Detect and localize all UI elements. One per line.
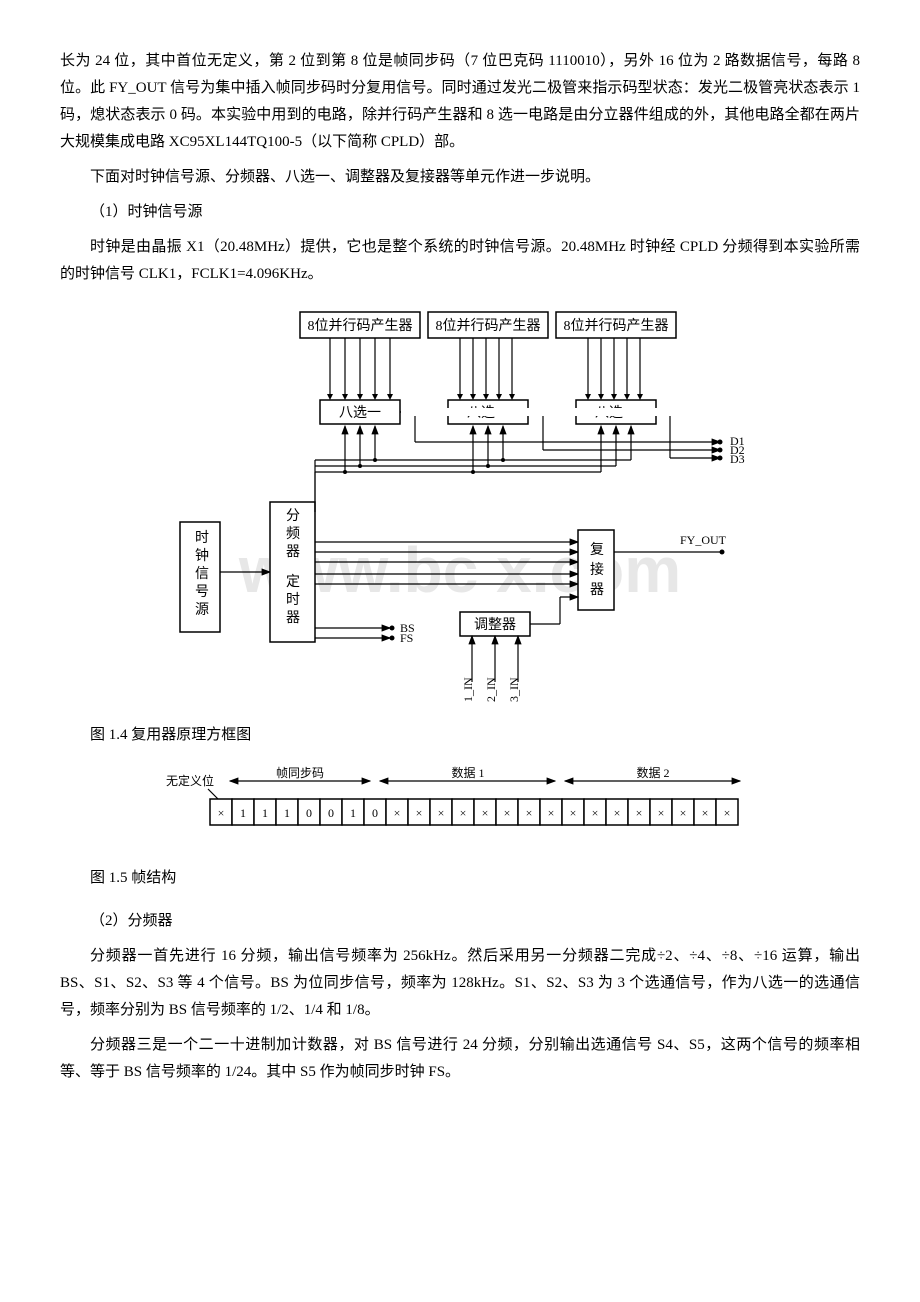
svg-text:0: 0 xyxy=(328,806,334,820)
svg-text:×: × xyxy=(724,806,731,820)
svg-text:FY_OUT: FY_OUT xyxy=(680,533,727,547)
svg-text:×: × xyxy=(460,806,467,820)
svg-text:8位并行码产生器: 8位并行码产生器 xyxy=(436,318,541,334)
paragraph-6: 分频器一首先进行 16 分频，输出信号频率为 256kHz。然后采用另一分频器二… xyxy=(60,943,860,1024)
svg-text:×: × xyxy=(416,806,423,820)
svg-text:数据 1: 数据 1 xyxy=(451,765,484,780)
svg-text:8位并行码产生器: 8位并行码产生器 xyxy=(564,318,669,334)
svg-text:×: × xyxy=(526,806,533,820)
svg-text:D1_IN: D1_IN xyxy=(461,677,475,702)
svg-text:D2_IN: D2_IN xyxy=(484,677,498,702)
paragraph-1: 长为 24 位，其中首位无定义，第 2 位到第 8 位是帧同步码（7 位巴克码 … xyxy=(60,48,860,156)
paragraph-4: 时钟是由晶振 X1（20.48MHz）提供，它也是整个系统的时钟信号源。20.4… xyxy=(60,234,860,288)
svg-text:×: × xyxy=(636,806,643,820)
svg-text:×: × xyxy=(570,806,577,820)
svg-text:×: × xyxy=(592,806,599,820)
svg-text:定: 定 xyxy=(286,574,300,590)
svg-text:FS: FS xyxy=(400,631,413,645)
svg-text:×: × xyxy=(658,806,665,820)
svg-text:×: × xyxy=(482,806,489,820)
svg-text:源: 源 xyxy=(195,602,209,618)
svg-text:D3_IN: D3_IN xyxy=(507,677,521,702)
paragraph-3: （1）时钟信号源 xyxy=(60,199,860,226)
paragraph-2: 下面对时钟信号源、分频器、八选一、调整器及复接器等单元作进一步说明。 xyxy=(60,164,860,191)
svg-text:分: 分 xyxy=(286,508,300,524)
svg-text:0: 0 xyxy=(306,806,312,820)
svg-text:八选一: 八选一 xyxy=(339,405,381,421)
svg-text:数据 2: 数据 2 xyxy=(636,765,669,780)
svg-text:×: × xyxy=(548,806,555,820)
svg-text:时: 时 xyxy=(286,592,300,608)
svg-text:频: 频 xyxy=(286,526,300,542)
svg-text:D3: D3 xyxy=(730,452,745,466)
svg-text:×: × xyxy=(438,806,445,820)
paragraph-5: （2）分频器 xyxy=(60,908,860,935)
svg-text:1: 1 xyxy=(284,806,290,820)
svg-text:×: × xyxy=(702,806,709,820)
svg-text:1: 1 xyxy=(240,806,246,820)
svg-text:×: × xyxy=(394,806,401,820)
svg-text:器: 器 xyxy=(286,545,300,560)
svg-text:×: × xyxy=(614,806,621,820)
svg-text:调整器: 调整器 xyxy=(474,617,516,633)
svg-text:复: 复 xyxy=(590,541,604,558)
svg-text:×: × xyxy=(218,806,225,820)
svg-text:1: 1 xyxy=(262,806,268,820)
svg-text:号: 号 xyxy=(195,585,209,600)
svg-text:钟: 钟 xyxy=(195,547,209,564)
svg-text:无定义位: 无定义位 xyxy=(166,773,214,788)
svg-text:8位并行码产生器: 8位并行码产生器 xyxy=(308,318,413,334)
svg-text:×: × xyxy=(680,806,687,820)
svg-text:器: 器 xyxy=(286,611,300,626)
svg-text:0: 0 xyxy=(372,806,378,820)
svg-text:器: 器 xyxy=(590,583,604,598)
svg-text:信: 信 xyxy=(195,566,209,582)
paragraph-7: 分频器三是一个二一十进制加计数器，对 BS 信号进行 24 分频，分别输出选通信… xyxy=(60,1032,860,1086)
frame-structure: 无定义位 帧同步码 数据 1 数据 2 × 1 1 1 0 0 1 0 × × × × × × × × × × × ×… xyxy=(60,765,860,855)
svg-text:接: 接 xyxy=(590,561,604,578)
svg-text:1: 1 xyxy=(350,806,356,820)
svg-text:帧同步码: 帧同步码 xyxy=(276,766,324,780)
caption-2: 图 1.5 帧结构 xyxy=(60,865,860,892)
clock-label: 时 xyxy=(195,530,209,546)
svg-text:×: × xyxy=(504,806,511,820)
caption-1: 图 1.4 复用器原理方框图 xyxy=(60,722,860,749)
block-diagram: www.bc x.com 8位并行码产生器 8位并行码产生器 8位并行码产生器 … xyxy=(60,302,860,712)
